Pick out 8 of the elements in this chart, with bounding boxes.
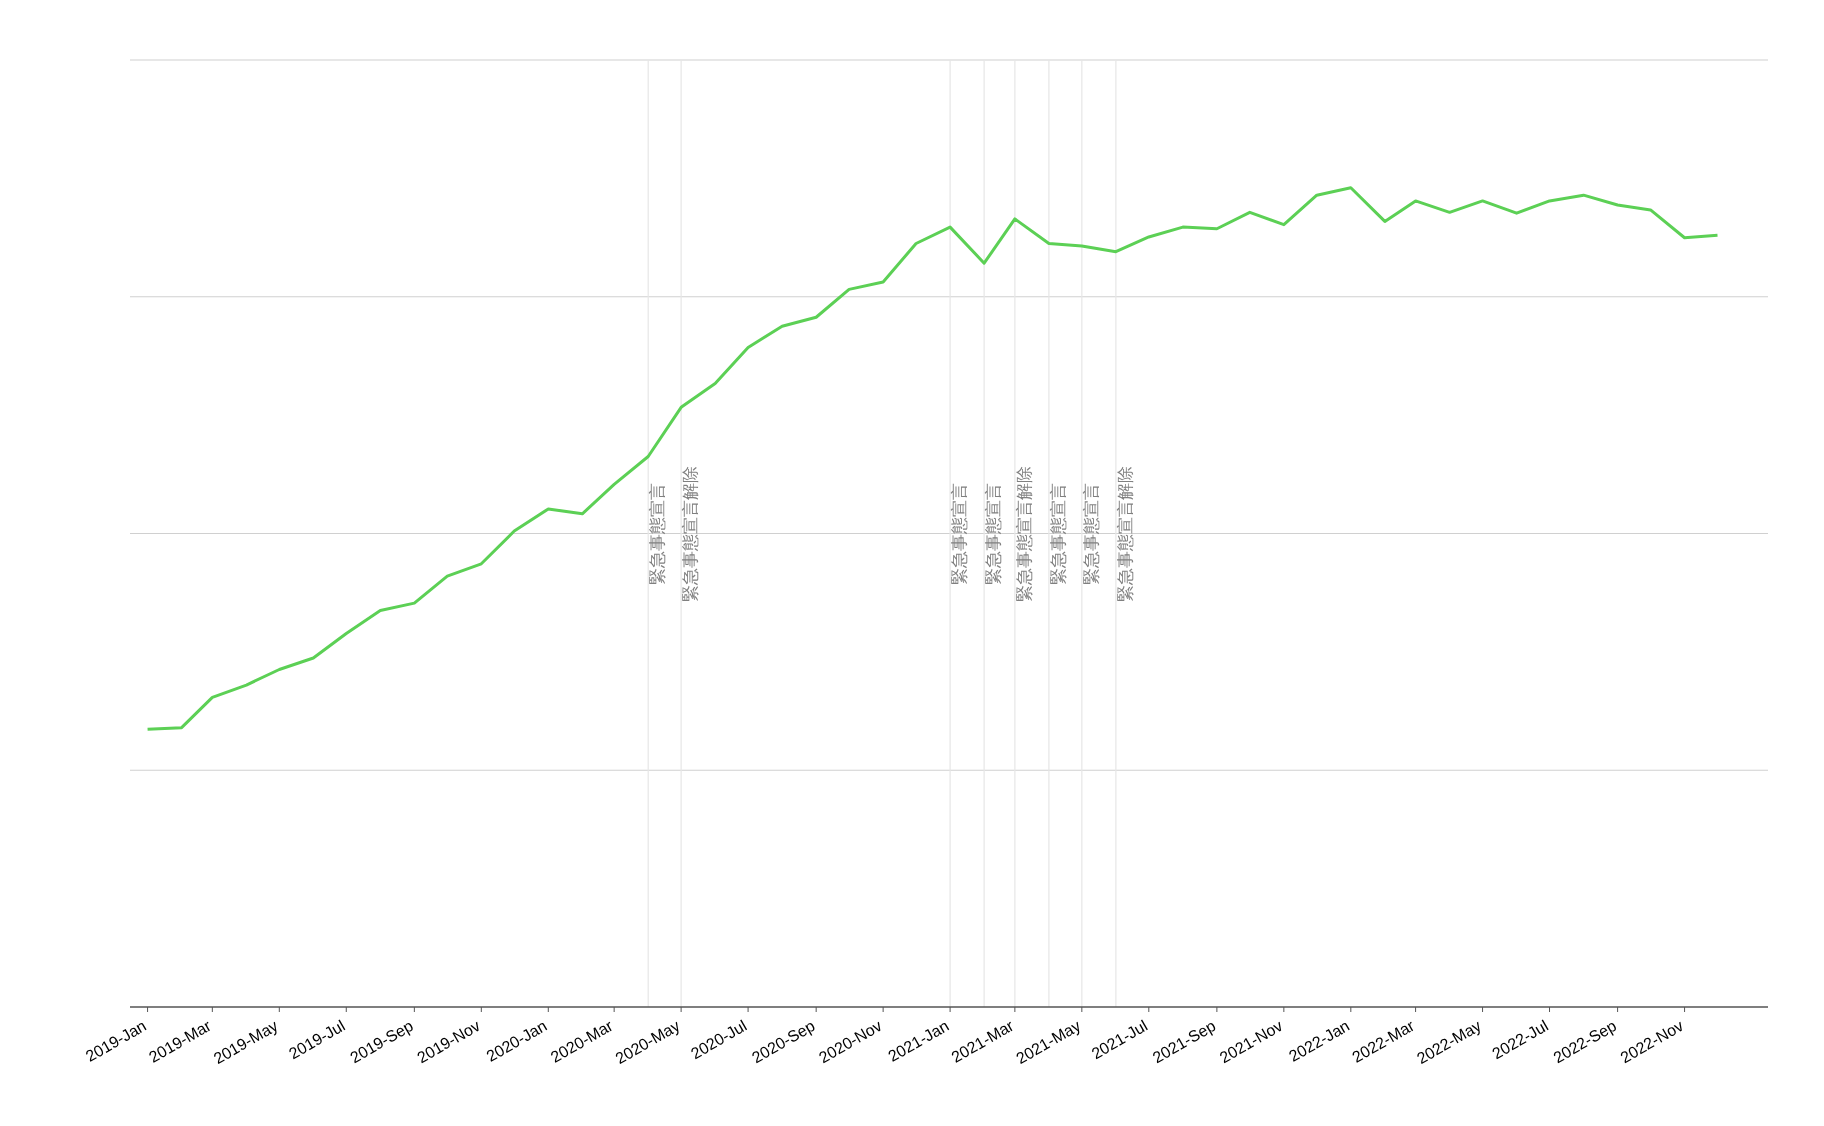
ref-line-label: 緊急事態宣言解除 (1114, 465, 1135, 602)
ref-line-label: 緊急事態宣言 (983, 482, 1004, 585)
ref-line-label: 緊急事態宣言 (1080, 482, 1101, 585)
ref-line-label: 緊急事態宣言 (647, 482, 668, 585)
ref-line-label: 緊急事態宣言解除 (680, 465, 701, 602)
ref-line-label: 緊急事態宣言 (1047, 482, 1068, 585)
ref-line-label: 緊急事態宣言解除 (1013, 465, 1034, 602)
ref-line-label: 緊急事態宣言 (949, 482, 970, 585)
